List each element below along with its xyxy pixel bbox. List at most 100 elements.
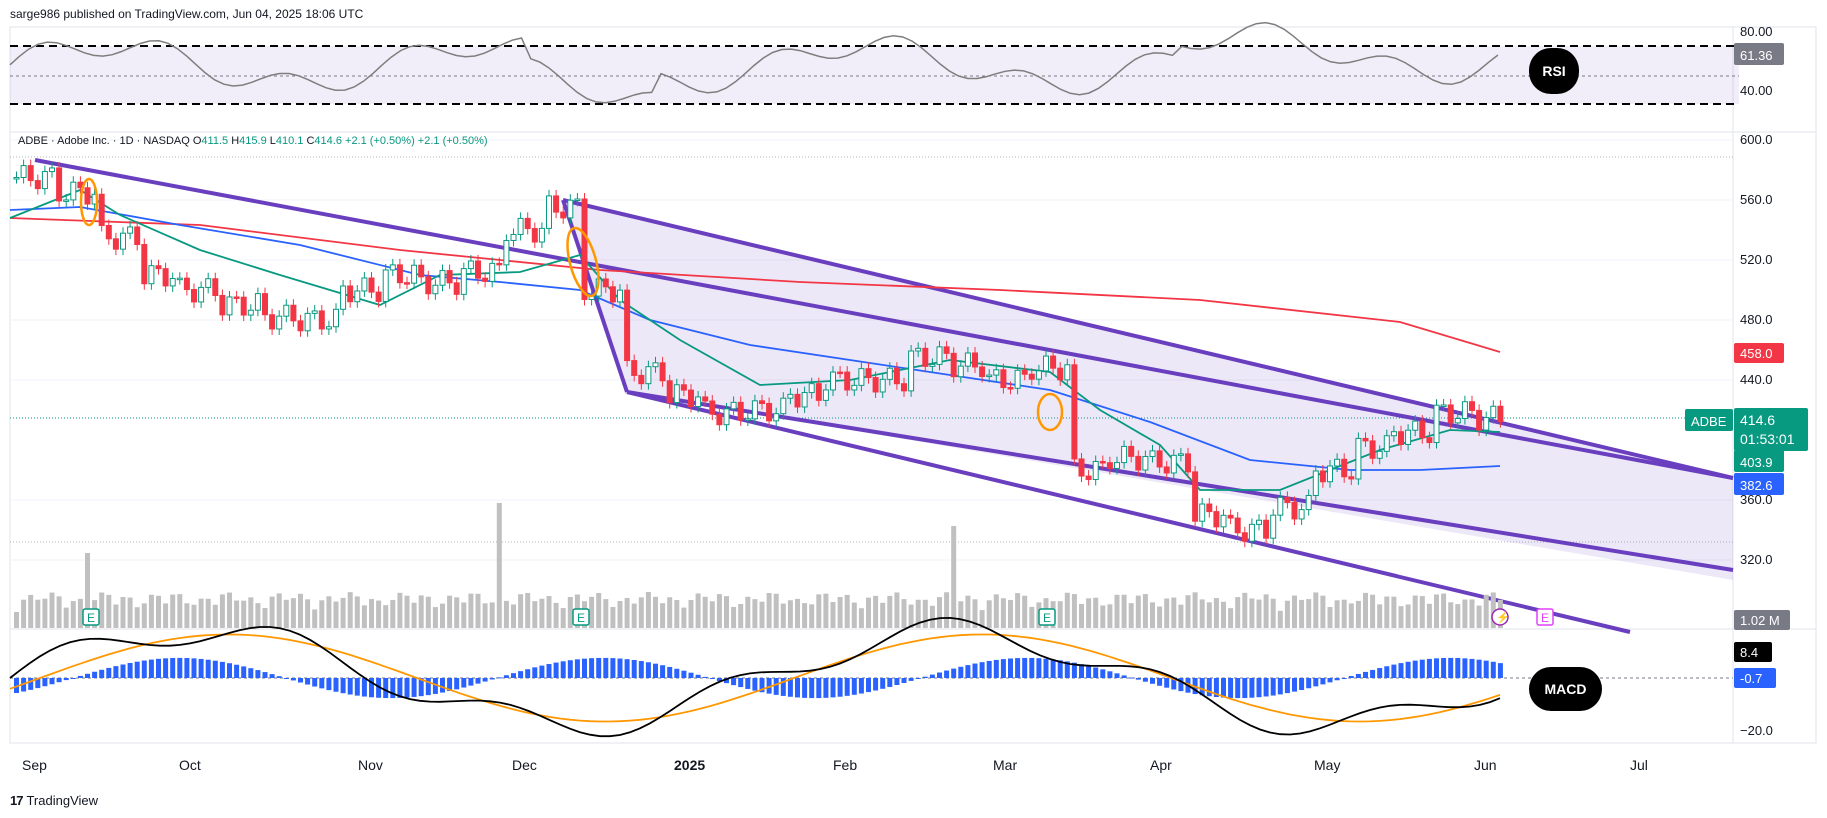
macd-histogram-bar [1398,663,1404,678]
histogram-value-badge-bg [1734,668,1776,688]
volume-bar [454,597,460,628]
candle-body [1277,496,1284,516]
candle-body [957,365,964,378]
candle-body [851,384,858,391]
candle-body [56,167,63,202]
candle-body [801,392,808,408]
macd-histogram-bar [816,678,822,699]
time-tick-label: Nov [358,757,383,773]
volume-bar [70,601,76,628]
candle-body [482,277,489,282]
candle-body [1433,404,1440,444]
volume-bar [937,597,942,628]
candle-body [120,232,126,250]
candle-body [1199,503,1206,522]
volume-bar [624,597,630,628]
price-tick-label: 360.0 [1740,492,1773,507]
candle-body [34,180,41,190]
macd-histogram-bar [1299,678,1305,690]
candle-body [1426,437,1433,444]
candle-body [1163,466,1170,474]
candle-body [205,278,212,288]
macd-histogram-bar [361,678,367,697]
volume-bar [28,594,34,628]
volume-bar [496,503,502,628]
macd-histogram-bar [440,678,445,693]
candle-body [41,171,48,190]
volume-bar [1100,605,1106,628]
macd-histogram-bar [802,678,808,698]
candle-body [333,308,339,328]
volume-bar [908,604,914,628]
time-tick-label: Apr [1150,757,1172,773]
volume-bar [1341,599,1347,628]
volume-bar [305,599,311,628]
candle-body [1355,437,1362,480]
macd-histogram-bar [866,678,871,693]
volume-bar [1299,599,1305,628]
volume-bar [1235,597,1241,628]
macd-histogram-bar [1086,665,1092,678]
candle-body [1398,431,1404,445]
earnings-event-icon [82,608,100,626]
macd-histogram-bar [191,658,197,678]
sma50-line [9,206,1501,471]
candle-body [290,304,297,322]
candle-body [787,393,794,399]
macd-histogram-bar [532,667,538,678]
candle-body [1206,503,1213,513]
candle-body [744,418,751,421]
volume-bar [49,592,55,628]
candle-body [269,314,276,330]
time-tick-label: Sep [22,757,47,773]
macd-histogram-bar [49,678,55,685]
candle-body [546,195,552,229]
volume-bar [290,598,296,628]
candle-body [1078,458,1085,477]
candle-body [297,320,304,332]
macd-histogram-bar [1199,678,1205,696]
macd-histogram-bar [1476,659,1482,678]
candle-body [1064,364,1071,381]
sma200-badge-bg [1734,343,1784,363]
macd-histogram-bar [1306,678,1312,689]
candle-body [673,384,680,404]
macd-histogram-bar [1327,678,1333,683]
candle-body [737,401,744,421]
macd-histogram-bar [163,658,169,678]
macd-histogram-bar [1263,678,1269,697]
candle-body [893,367,900,385]
rsi-value-badge: 61.36 [1740,48,1773,63]
volume-bar [1157,606,1163,628]
candle-body [602,278,609,288]
macd-histogram-bar [901,678,907,683]
candle-body [325,326,332,330]
volume-bar [404,595,410,628]
volume-bar [929,605,935,628]
macd-histogram-bar [553,662,559,678]
volume-bar [1455,604,1461,628]
macd-histogram-bar [724,678,729,684]
volume-bar [716,594,722,628]
volume-bar [1348,603,1354,628]
candle-body [901,383,907,392]
macd-histogram-bar [1022,657,1028,678]
macd-histogram-bar [567,660,573,678]
macd-histogram-bar [1412,660,1418,678]
candle-body [176,277,183,281]
macd-histogram-bar [993,659,999,678]
earnings-event-glyph: E [1043,611,1051,625]
macd-histogram-bar [1441,658,1447,678]
volume-bar [546,596,552,628]
candle-body [254,293,261,311]
macd-histogram-bar [873,678,879,691]
macd-histogram-bar [1029,657,1035,678]
volume-bar [283,599,289,628]
macd-histogram-bar [1434,658,1439,678]
candle-body [1348,476,1355,480]
price-tick-label: 560.0 [1740,192,1773,207]
volume-bar [319,600,325,628]
candle-body [1227,514,1234,519]
macd-histogram-bar [56,678,62,683]
